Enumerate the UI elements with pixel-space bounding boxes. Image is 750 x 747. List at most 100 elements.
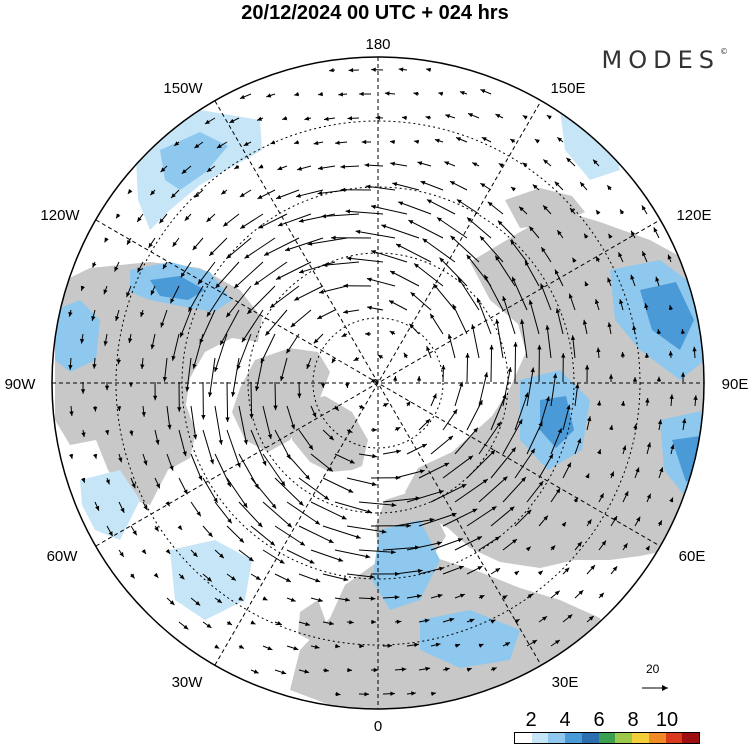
wind-vector-head <box>608 233 613 239</box>
wind-vector-head <box>243 502 248 508</box>
wind-vector-head <box>104 385 110 391</box>
wind-vector-head <box>545 325 550 330</box>
wind-vector-head <box>280 376 285 381</box>
wind-vector <box>454 478 489 503</box>
map-boundary <box>51 56 705 710</box>
wind-vector-head <box>129 430 134 436</box>
wind-vector-head <box>642 251 647 257</box>
wind-vector-head <box>318 597 323 603</box>
wind-vector-head <box>335 140 340 145</box>
wind-vector-head <box>206 167 212 172</box>
wind-vector-head <box>555 488 561 494</box>
label-120e: 120E <box>676 207 711 224</box>
wind-vector <box>214 501 233 524</box>
wind-vector-head <box>183 489 188 495</box>
wind-vector-head <box>353 356 359 361</box>
colorbar-swatch <box>632 733 649 743</box>
wind-vector-head <box>277 222 283 227</box>
wind-vector <box>262 405 272 440</box>
wind-vector <box>511 276 528 311</box>
wind-vector-head <box>257 522 263 528</box>
wind-vector-head <box>365 184 371 189</box>
wind-vector <box>430 538 463 551</box>
wind-vector <box>471 324 480 359</box>
wind-vector <box>540 283 552 311</box>
wind-vector-head <box>408 220 414 225</box>
wind-vector-head <box>234 164 240 169</box>
wind-vector <box>275 261 312 280</box>
wind-vector-head <box>406 523 411 528</box>
precip-scandinavia <box>372 520 440 610</box>
wind-vector-head <box>561 353 566 358</box>
wind-vector-head <box>510 240 515 245</box>
wind-vector-head <box>618 252 623 258</box>
wind-vector-head <box>179 332 184 338</box>
wind-vector-head <box>450 235 456 241</box>
wind-vector-head <box>538 481 544 487</box>
precip-europe <box>420 610 520 668</box>
label-120w: 120W <box>40 207 80 224</box>
wind-vector-head <box>280 481 286 486</box>
wind-vector <box>426 199 456 215</box>
wind-vector-head <box>177 525 182 530</box>
wind-vector-head <box>315 520 320 525</box>
wind-vector-head <box>584 281 589 287</box>
wind-vector-head <box>270 541 275 546</box>
wind-vector-head <box>588 616 594 621</box>
wind-vector-head <box>329 621 334 626</box>
wind-vector <box>483 274 504 311</box>
wind-vector-head <box>346 256 352 261</box>
wind-vector <box>490 447 517 479</box>
wind-vector <box>188 285 204 312</box>
wind-vector-head <box>313 338 319 344</box>
wind-vector-head <box>361 139 367 145</box>
wind-vector-head <box>439 257 445 263</box>
wind-vector <box>238 501 263 528</box>
wind-vector-head <box>502 394 507 399</box>
wind-vector-head <box>425 666 431 671</box>
wind-vector-head <box>461 484 467 489</box>
wind-vector-head <box>667 254 672 260</box>
wind-vector-head <box>359 404 365 409</box>
wind-vector-head <box>208 392 213 397</box>
wind-vector-head <box>355 229 361 234</box>
wind-vector <box>190 453 203 481</box>
wind-vector-head <box>389 331 395 336</box>
wind-vector-head <box>444 161 450 166</box>
wind-vector-head <box>227 620 232 625</box>
wind-vector <box>298 477 330 501</box>
wind-vector-head <box>131 483 136 489</box>
wind-vector-head <box>607 277 612 283</box>
wind-vector <box>526 421 543 455</box>
wind-vector <box>298 261 336 274</box>
wind-vector-head <box>206 623 212 628</box>
wind-vector-head <box>577 438 582 444</box>
wind-vector-head <box>487 201 493 207</box>
wind-vector-head <box>480 89 486 94</box>
wind-vector-head <box>214 644 220 649</box>
wind-vector-head <box>165 549 171 554</box>
wind-vector-head <box>165 501 170 507</box>
wind-vector-head <box>328 466 333 472</box>
wind-vector-head <box>140 364 145 369</box>
wind-vector-head <box>582 319 588 325</box>
wind-vector-head <box>371 481 377 487</box>
wind-vector-head <box>620 401 626 406</box>
wind-vector <box>454 427 479 455</box>
wind-vector <box>310 501 347 520</box>
wind-vector-head <box>420 180 426 185</box>
wind-vector-head <box>645 545 650 551</box>
wind-vector-head <box>555 308 560 314</box>
wind-vector-head <box>646 493 651 499</box>
wind-vector-head <box>623 543 628 549</box>
wind-vector-head <box>219 553 224 559</box>
wind-vector-head <box>578 590 584 595</box>
wind-vector-head <box>570 208 575 213</box>
wind-vector-head <box>180 272 186 278</box>
wind-vector-head <box>550 545 556 551</box>
wind-vector-head <box>322 262 328 268</box>
wind-vector <box>514 341 517 383</box>
wind-vector <box>538 453 554 479</box>
wind-vector-head <box>371 204 376 210</box>
wind-vector-head <box>502 595 508 600</box>
